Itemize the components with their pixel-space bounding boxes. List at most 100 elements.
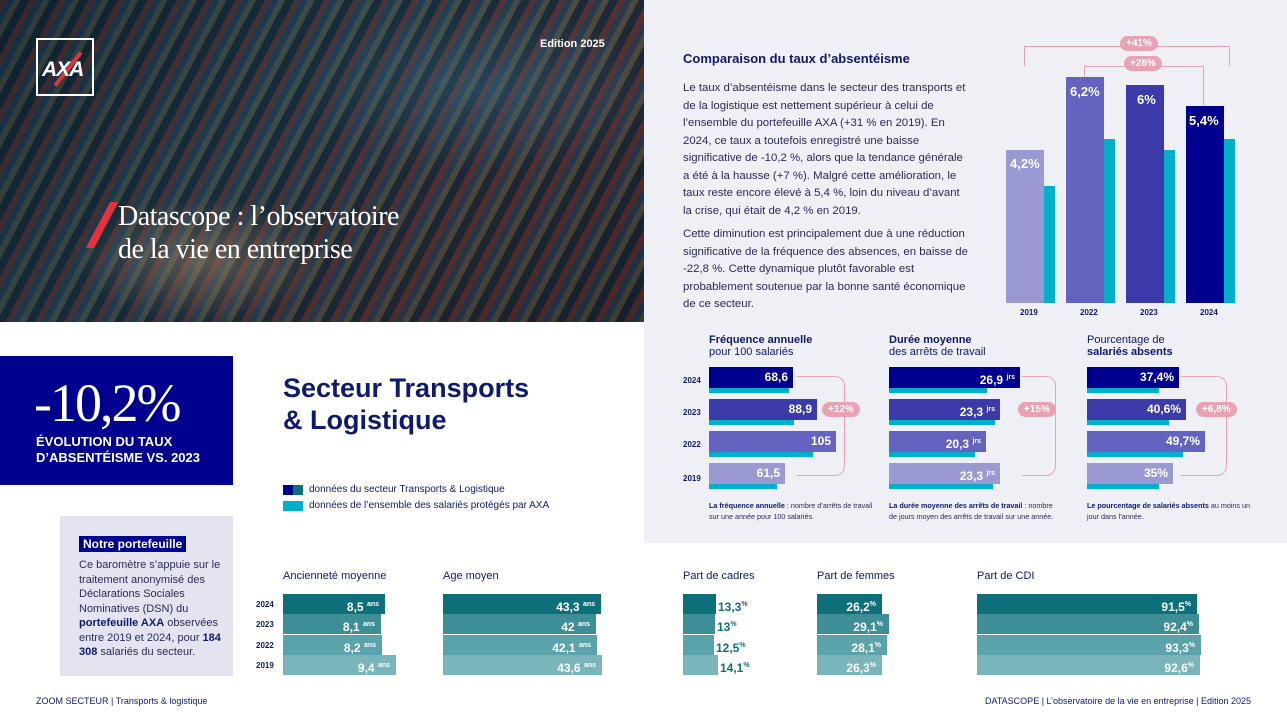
anciennete-bar-2022: 8,2 ans xyxy=(283,635,382,655)
freq-arrow xyxy=(797,376,845,476)
pct-arrow xyxy=(1181,376,1227,476)
comparison-title: Comparaison du taux d’absentéisme xyxy=(683,51,910,66)
hero-image xyxy=(0,0,644,322)
label-2022: 6,2% xyxy=(1070,84,1100,99)
bottom-year: 2024 xyxy=(256,600,274,609)
freq-bar-2022: 105 xyxy=(709,431,836,452)
age-bar-2022: 42,1 ans xyxy=(443,635,597,655)
axa-logo: AXA xyxy=(36,38,94,96)
bar-2022-axa xyxy=(1104,139,1115,303)
cadres-val-2019: 14,1% xyxy=(720,661,750,675)
footer-right: DATASCOPE | L’observatoire de la vie en … xyxy=(985,696,1251,706)
bottom-year: 2023 xyxy=(256,620,274,629)
freq-year: 2023 xyxy=(683,408,701,417)
anciennete-bar-2023: 8,1 ans xyxy=(283,614,381,634)
kpi-box: -10,2% ÉVOLUTION DU TAUX D’ABSENTÉISME VS… xyxy=(0,356,233,485)
freq-axa-bar xyxy=(709,484,777,489)
cdi-bar-2022: 93,3% xyxy=(977,635,1201,655)
pct-bar-2023: 40,6% xyxy=(1087,399,1186,420)
duree-arrow xyxy=(1022,376,1056,476)
pct-pill: +6,8% xyxy=(1196,402,1237,417)
label-2019: 4,2% xyxy=(1010,156,1040,171)
pct-bar-2024: 37,4% xyxy=(1087,367,1179,388)
femmes-bar-2022: 28,1% xyxy=(817,635,887,655)
legend-axa: données de l’ensemble des salariés proté… xyxy=(309,500,550,511)
duree-bar-2019: 23,3 jrs xyxy=(889,463,1000,484)
legend-swatch-axa xyxy=(283,501,303,511)
duree-axa-bar xyxy=(889,452,975,457)
femmes-bar-2024: 26,2% xyxy=(817,594,882,614)
duree-note: La durée moyenne des arrêts de travail :… xyxy=(889,501,1054,521)
cdi-title: Part de CDI xyxy=(977,570,1035,582)
cadres-title: Part de cadres xyxy=(683,570,755,582)
pct-axa-bar xyxy=(1087,388,1159,393)
cadres-val-2024: 13,3% xyxy=(718,600,748,614)
femmes-bar-2023: 29,1% xyxy=(817,614,889,634)
duree-bar-2024: 26,9 jrs xyxy=(889,367,1020,388)
duree-title: Durée moyenne des arrêts de travail xyxy=(889,334,986,358)
footer-left: ZOOM SECTEUR | Transports & logistique xyxy=(36,696,208,706)
freq-bar-2024: 68,6 xyxy=(709,367,793,388)
freq-axa-bar xyxy=(709,420,794,425)
freq-bar-2019: 61,5 xyxy=(709,463,785,484)
label-2023: 6% xyxy=(1137,92,1156,107)
bottom-year: 2022 xyxy=(256,641,274,650)
cadres-val-2023: 13% xyxy=(717,620,737,634)
duree-bar-2022: 20,3 jrs xyxy=(889,431,986,452)
pill-28: +28% xyxy=(1124,56,1162,71)
legend-sector: données du secteur Transports & Logistiq… xyxy=(309,484,505,495)
bar-2023-sector xyxy=(1126,85,1164,303)
pct-axa-bar xyxy=(1087,452,1183,457)
age-bar-2023: 42 ans xyxy=(443,614,596,634)
bar-2023-axa xyxy=(1164,150,1175,303)
cadres-bar-2022 xyxy=(683,635,714,655)
femmes-title: Part de femmes xyxy=(817,570,895,582)
age-title: Age moyen xyxy=(443,570,499,582)
kpi-value: -10,2% xyxy=(34,373,181,433)
label-2024: 5,4% xyxy=(1189,113,1219,128)
age-bar-2019: 43,6 ans xyxy=(443,655,602,675)
cdi-bar-2023: 92,4% xyxy=(977,614,1199,634)
duree-pill: +15% xyxy=(1018,402,1056,417)
pct-bar-2019: 35% xyxy=(1087,463,1173,484)
bottom-year: 2019 xyxy=(256,661,274,670)
freq-axa-bar xyxy=(709,452,813,457)
pct-title: Pourcentage de salariés absents xyxy=(1087,334,1173,358)
anciennete-bar-2019: 9,4 ans xyxy=(283,655,396,675)
bar-2024-axa xyxy=(1224,139,1235,303)
age-bar-2024: 43,3 ans xyxy=(443,594,601,614)
year-2022: 2022 xyxy=(1080,308,1098,317)
pct-bar-2022: 49,7% xyxy=(1087,431,1205,452)
cadres-val-2022: 12,5% xyxy=(716,641,746,655)
portfolio-text: Ce baromètre s’appuie sur le traitement … xyxy=(79,559,221,658)
cdi-bar-2024: 91,5% xyxy=(977,594,1197,614)
cadres-bar-2023 xyxy=(683,614,715,634)
sector-title: Secteur Transports & Logistique xyxy=(283,373,530,435)
bar-2024-sector xyxy=(1186,106,1224,303)
cadres-bar-2024 xyxy=(683,594,716,614)
portfolio-heading: Notre portefeuille xyxy=(79,536,187,552)
edition-label: Edition 2025 xyxy=(540,38,605,50)
freq-note: La fréquence annuelle : nombre d’arrêts … xyxy=(709,501,873,521)
portfolio-box: Notre portefeuille Ce baromètre s’appuie… xyxy=(60,516,233,676)
femmes-bar-2019: 26,3% xyxy=(817,655,882,675)
duree-axa-bar xyxy=(889,388,987,393)
legend-swatch-sector xyxy=(283,485,303,495)
kpi-label: ÉVOLUTION DU TAUX D’ABSENTÉISME VS. 2023 xyxy=(36,434,200,465)
cdi-bar-2019: 92,6% xyxy=(977,655,1200,675)
bar-2019-axa xyxy=(1044,186,1055,303)
bar-2022-sector xyxy=(1066,77,1104,303)
duree-bar-2023: 23,3 jrs xyxy=(889,399,1000,420)
pct-axa-bar xyxy=(1087,484,1159,489)
cadres-bar-2019 xyxy=(683,655,718,675)
anciennete-bar-2024: 8,5 ans xyxy=(283,594,385,614)
pill-41: +41% xyxy=(1120,36,1158,51)
freq-title: Fréquence annuelle pour 100 salariés xyxy=(709,334,813,358)
freq-pill: +12% xyxy=(822,402,860,417)
duree-axa-bar xyxy=(889,484,993,489)
freq-axa-bar xyxy=(709,388,789,393)
year-2023: 2023 xyxy=(1140,308,1158,317)
freq-year: 2019 xyxy=(683,474,701,483)
pct-note: Le pourcentage de salariés absents au mo… xyxy=(1087,501,1250,521)
hero-title: Datascope : l’observatoire de la vie en … xyxy=(118,201,399,265)
